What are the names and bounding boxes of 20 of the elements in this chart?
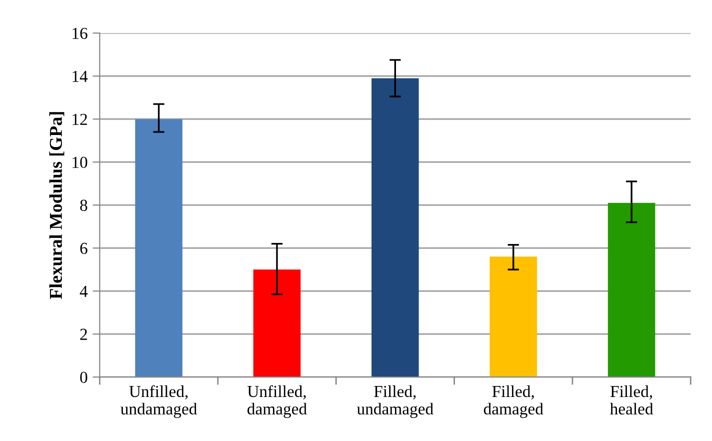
x-tick-label: Unfilled, undamaged bbox=[120, 385, 197, 418]
x-tick-label: Filled, damaged bbox=[484, 385, 544, 418]
y-tick-label: 2 bbox=[80, 328, 87, 340]
x-tick-label: Unfilled, damaged bbox=[247, 385, 307, 418]
y-tick-label: 0 bbox=[80, 372, 88, 383]
bar bbox=[608, 202, 656, 378]
bar bbox=[253, 270, 301, 378]
x-tick-label: Filled, healed bbox=[610, 385, 654, 415]
y-tick-label: 8 bbox=[80, 200, 88, 212]
y-tick-label: 14 bbox=[72, 70, 88, 82]
y-tick-label: 10 bbox=[72, 156, 88, 168]
y-tick-label: 12 bbox=[72, 114, 87, 125]
bar bbox=[135, 119, 182, 378]
bar bbox=[490, 256, 537, 378]
y-tick-label: 16 bbox=[72, 28, 88, 40]
bar bbox=[372, 78, 419, 378]
x-tick-label: Filled, undamaged bbox=[356, 385, 434, 418]
y-tick-label: 4 bbox=[80, 286, 88, 297]
y-axis-title: Flexural Modulus [GPa] bbox=[49, 112, 64, 300]
y-tick-label: 6 bbox=[80, 242, 88, 254]
